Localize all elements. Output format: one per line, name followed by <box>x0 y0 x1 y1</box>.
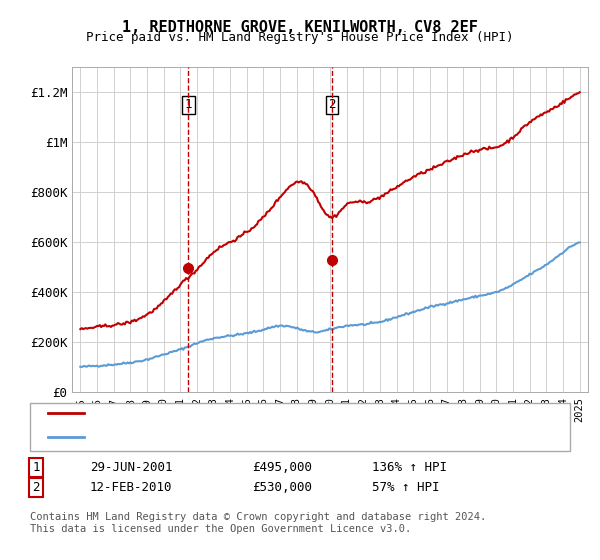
Text: 12-FEB-2010: 12-FEB-2010 <box>90 480 173 494</box>
Text: Contains HM Land Registry data © Crown copyright and database right 2024.
This d: Contains HM Land Registry data © Crown c… <box>30 512 486 534</box>
Text: 1: 1 <box>32 461 40 474</box>
Text: 1, REDTHORNE GROVE, KENILWORTH, CV8 2EF (detached house): 1, REDTHORNE GROVE, KENILWORTH, CV8 2EF … <box>93 407 492 420</box>
Text: 136% ↑ HPI: 136% ↑ HPI <box>372 461 447 474</box>
Text: 1: 1 <box>185 98 192 111</box>
Text: 2: 2 <box>328 98 336 111</box>
Text: 29-JUN-2001: 29-JUN-2001 <box>90 461 173 474</box>
Text: £495,000: £495,000 <box>252 461 312 474</box>
Text: 57% ↑ HPI: 57% ↑ HPI <box>372 480 439 494</box>
Text: 1, REDTHORNE GROVE, KENILWORTH, CV8 2EF: 1, REDTHORNE GROVE, KENILWORTH, CV8 2EF <box>122 20 478 35</box>
Text: HPI: Average price, detached house, Warwick: HPI: Average price, detached house, Warw… <box>93 430 400 444</box>
Text: 2: 2 <box>32 480 40 494</box>
Text: £530,000: £530,000 <box>252 480 312 494</box>
Text: Price paid vs. HM Land Registry's House Price Index (HPI): Price paid vs. HM Land Registry's House … <box>86 31 514 44</box>
